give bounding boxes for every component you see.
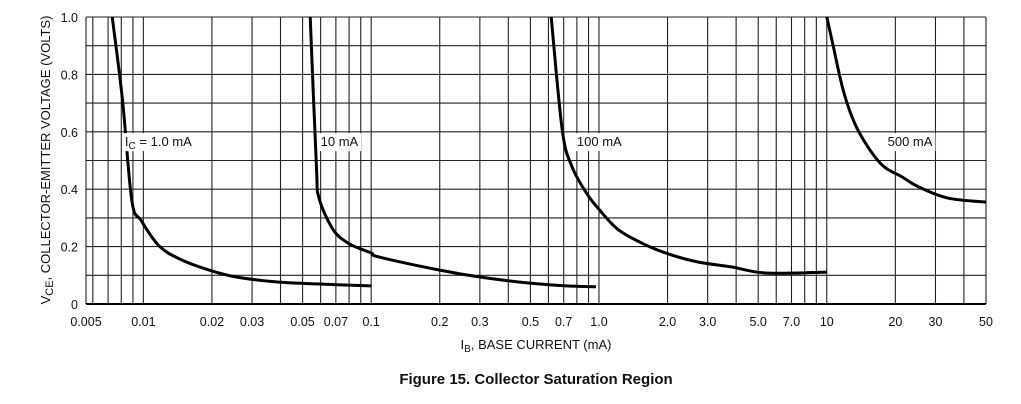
x-tick-label: 0.07	[324, 315, 348, 329]
x-tick-label: 3.0	[699, 315, 716, 329]
y-tick-label: 0	[71, 298, 78, 312]
series-curve	[308, 16, 596, 289]
x-tick-label: 1.0	[590, 315, 607, 329]
y-tick-label: 0.8	[61, 68, 78, 82]
x-tick-label: 10	[820, 315, 834, 329]
x-tick-label: 0.005	[70, 315, 101, 329]
chart-title: Figure 15. Collector Saturation Region	[399, 371, 672, 388]
y-axis-label: VCE, COLLECTOR-EMITTER VOLTAGE (VOLTS)	[38, 16, 56, 305]
x-tick-label: 0.2	[431, 315, 448, 329]
labels: 0.005 0.01 0.02 0.03 0.05 0.07 0.1 0.2 0.3 0.5 0.7…	[61, 11, 993, 329]
x-tick-label: 50	[979, 315, 993, 329]
series-label-bg	[574, 133, 625, 152]
series-label-bg	[318, 133, 362, 152]
x-tick-label: 0.03	[240, 315, 264, 329]
series-curve	[549, 16, 827, 275]
y-tick-label: 0.2	[61, 241, 78, 255]
x-tick-label: 0.7	[555, 315, 572, 329]
x-tick-label: 2.0	[659, 315, 676, 329]
series-label-bg	[122, 133, 210, 152]
series-label: IC = 1.0 mA	[125, 134, 192, 152]
grid	[85, 16, 987, 305]
x-tick-label: 0.01	[131, 315, 155, 329]
x-tick-label: 0.3	[471, 315, 488, 329]
series-label: 10 mA	[321, 134, 359, 149]
series-label-bg	[885, 133, 936, 152]
series-label: 500 mA	[888, 134, 933, 149]
y-tick-label: 1.0	[61, 11, 78, 25]
x-tick-label: 20	[888, 315, 902, 329]
x-tick-label: 0.5	[522, 315, 539, 329]
x-tick-label: 7.0	[783, 315, 800, 329]
series-curve	[110, 16, 372, 288]
x-tick-label: 30	[929, 315, 943, 329]
y-tick-label: 0.4	[61, 183, 78, 197]
series-label: 100 mA	[577, 134, 622, 149]
series-curve	[825, 16, 987, 204]
x-tick-label: 5.0	[750, 315, 767, 329]
y-tick-label: 0.6	[61, 126, 78, 140]
x-tick-label: 0.02	[200, 315, 224, 329]
x-tick-label: 0.1	[362, 315, 379, 329]
x-tick-label: 0.05	[290, 315, 314, 329]
x-axis-label: IB, BASE CURRENT (mA)	[461, 337, 612, 355]
